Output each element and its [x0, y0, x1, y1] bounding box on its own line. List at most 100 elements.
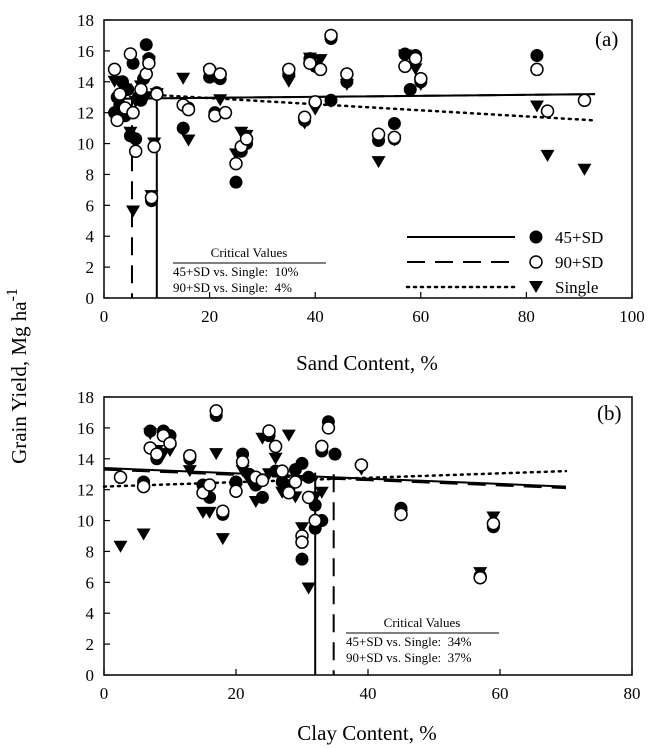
panel-b-critical-values-box: Critical Values 45+SD vs. Single: 34% 90…: [346, 615, 499, 665]
panel-b-point-90sd: [235, 455, 250, 469]
panel-a-x-tick-label: 60: [412, 307, 429, 326]
panel-b-x-tick-label: 60: [492, 684, 509, 703]
panel-a-critical-values-title: Critical Values: [211, 245, 288, 260]
panel-a-point-90sd: [126, 105, 140, 120]
panel-a-point-90sd: [147, 139, 161, 154]
panel-b-y-tick-label: 0: [86, 666, 95, 685]
panel-b-point-90sd: [315, 439, 329, 454]
panel-a-point-90sd: [150, 87, 164, 101]
panel-b-fit-line-45sd: [103, 467, 567, 488]
panel-a-point-90sd: [414, 71, 428, 86]
panel-b-point-90sd: [295, 535, 309, 549]
panel-b-point-90sd: [275, 464, 289, 478]
panel-b-point-90sd: [268, 439, 283, 454]
panel-a-point-90sd: [213, 67, 227, 81]
panel-a-fit-line-single: [113, 91, 597, 122]
panel-a-point-90sd: [303, 56, 317, 70]
panel-a-y-tick-label: 6: [86, 196, 95, 215]
legend-single-label: Single: [555, 278, 598, 297]
panel-b-y-tick-label: 10: [77, 512, 94, 531]
panel-b-point-single: [136, 528, 151, 541]
panel-a-critical-values-line-1: 45+SD vs. Single: 10%: [173, 264, 299, 279]
panel-b-point-45sd: [328, 447, 342, 461]
panel-a-point-90sd: [110, 113, 124, 128]
panel-b-point-45sd: [295, 552, 309, 566]
panel-a-point-90sd: [142, 56, 156, 70]
panel-b-y-tick-label: 4: [86, 604, 95, 623]
panel-b-point-90sd: [473, 570, 487, 585]
panel-b-critical-values-line-2: 90+SD vs. Single: 37%: [346, 650, 472, 665]
panel-b-point-single: [301, 582, 316, 595]
panel-a-y-tick-label: 0: [86, 289, 95, 308]
panel-b-point-single: [113, 540, 128, 553]
panel-b-critical-values-line-1: 45+SD vs. Single: 34%: [346, 634, 472, 649]
panel-a-fit-line-90sd: [114, 93, 596, 100]
panel-b-point-90sd: [150, 447, 164, 461]
panel-b-point-90sd: [394, 507, 408, 522]
panel-a-point-90sd: [134, 82, 148, 97]
panel-a-critical-values-box: Critical Values 45+SD vs. Single: 10% 90…: [173, 245, 326, 295]
panel-a-point-single: [213, 94, 228, 107]
panel-b-y-tick-label: 6: [86, 573, 95, 592]
panel-a-point-90sd: [540, 104, 555, 118]
panel-b-point-single: [235, 465, 250, 478]
panel-b-point-90sd: [183, 448, 197, 463]
panel-a-legend: 45+SD 90+SD Single: [405, 228, 603, 297]
panel-b-y-tick-label: 14: [77, 450, 95, 469]
panel-b-point-45sd: [255, 490, 269, 504]
panel-a-point-90sd: [398, 59, 412, 74]
panel-a-y-tick-label: 14: [77, 73, 95, 92]
panel-a-point-45sd: [176, 121, 190, 135]
legend-single-marker: [529, 281, 543, 293]
panel-b-point-90sd: [354, 458, 369, 472]
panel-a-point-45sd: [229, 175, 243, 189]
panel-a-frame: [103, 19, 633, 299]
panel-a-point-90sd: [139, 67, 153, 81]
panel-a-x-tick-label: 100: [619, 307, 645, 326]
panel-b-point-single: [314, 486, 329, 499]
panel-a-point-90sd: [324, 28, 338, 43]
panel-b-point-90sd: [262, 424, 276, 438]
panel-b-point-90sd: [229, 484, 243, 498]
panel-a-point-single: [126, 205, 141, 218]
panel-b-point-90sd: [308, 513, 322, 528]
legend-entry-90sd: 90+SD: [407, 253, 603, 272]
panel-a-point-single: [313, 54, 328, 67]
legend-entry-single: Single: [405, 278, 598, 297]
panel-a-point-90sd: [123, 47, 138, 61]
panel-b-point-90sd: [113, 470, 128, 485]
panel-a-point-45sd: [324, 93, 338, 107]
panel-a-point-single: [529, 100, 544, 113]
panel-b-point-90sd: [321, 421, 336, 435]
panel-a-point-45sd: [403, 83, 417, 96]
panel-b-point-single: [281, 429, 296, 442]
panel-a-point-90sd: [313, 62, 328, 77]
legend-90sd-label: 90+SD: [555, 253, 603, 272]
panel-b-point-90sd: [216, 504, 230, 519]
panel-b-point-single: [215, 533, 230, 546]
panel-a: (a) Sand Content, % Critical Values 45+S…: [77, 11, 645, 375]
panel-b: (b) Clay Content, % Critical Values 45+S…: [77, 388, 641, 745]
panel-b-x-tick-label: 80: [624, 684, 641, 703]
panel-a-point-90sd: [308, 95, 322, 109]
panel-b-point-single: [295, 522, 309, 535]
panel-a-point-45sd: [129, 132, 143, 146]
panel-a-point-single: [181, 134, 196, 147]
panel-a-y-tick-label: 10: [77, 135, 94, 154]
panel-b-point-single: [209, 448, 224, 461]
panel-a-point-90sd: [144, 190, 159, 205]
panel-b-point-45sd: [143, 424, 157, 438]
panel-b-point-90sd: [282, 486, 296, 500]
panel-b-x-axis-label: Clay Content, %: [297, 721, 436, 745]
panel-a-x-tick-label: 20: [201, 307, 218, 326]
panel-a-x-tick-label: 0: [100, 307, 109, 326]
panel-a-point-90sd: [218, 105, 233, 120]
panel-a-point-90sd: [113, 87, 127, 101]
panel-a-point-90sd: [371, 127, 386, 142]
panel-a-point-90sd: [530, 62, 544, 77]
panel-b-y-tick-label: 12: [77, 481, 94, 500]
panel-b-critical-values-title: Critical Values: [384, 615, 461, 630]
panel-a-x-axis-label: Sand Content, %: [296, 351, 438, 375]
panel-b-point-single: [182, 465, 197, 478]
panel-a-point-90sd: [387, 130, 402, 145]
